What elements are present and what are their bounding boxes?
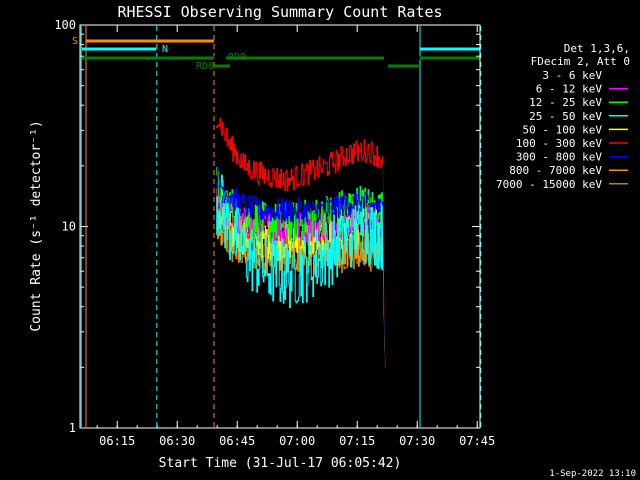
- series-25-50-kev-line: [216, 175, 386, 368]
- flag-label-n: N: [162, 44, 168, 55]
- legend-entry-label: 12 - 25 keV: [529, 96, 602, 109]
- x-tick-label: 07:00: [279, 434, 315, 448]
- y-tick-label: 1: [69, 421, 76, 435]
- legend-entry-label: 50 - 100 keV: [523, 123, 603, 136]
- plot-frame: [79, 24, 481, 429]
- footer-timestamp: 1-Sep-2022 13:10: [549, 469, 636, 479]
- legend-header: FDecim 2, Att 0: [531, 55, 630, 68]
- chart-title: RHESSI Observing Summary Count Rates: [117, 3, 442, 21]
- series-300-800-kev-line: [216, 167, 386, 368]
- y-axis-label: Count Rate (s⁻¹ detector⁻¹): [29, 120, 44, 331]
- legend-entry-label: 25 - 50 keV: [529, 110, 602, 123]
- legend-entry-label: 7000 - 15000 keV: [496, 178, 602, 191]
- legend-entry-label: 300 - 800 keV: [516, 151, 602, 164]
- flag-label-rd0: RD0: [228, 52, 246, 63]
- x-tick-label: 06:30: [159, 434, 195, 448]
- legend-entry-label: 800 - 7000 keV: [509, 164, 602, 177]
- y-tick-label: 10: [62, 220, 76, 234]
- x-axis-label: Start Time (31-Jul-17 06:05:42): [159, 456, 402, 471]
- legend-entry-label: 3 - 6 keV: [542, 69, 602, 82]
- x-tick-label: 07:45: [459, 434, 495, 448]
- x-tick-label: 06:15: [99, 434, 135, 448]
- legend-header: Det 1,3,6,: [564, 42, 630, 55]
- y-tick-label: 100: [54, 18, 76, 32]
- flag-label-rd6: RD6: [196, 61, 214, 72]
- legend-entry-label: 6 - 12 keV: [536, 83, 603, 96]
- x-tick-label: 07:30: [399, 434, 435, 448]
- x-tick-label: 06:45: [219, 434, 255, 448]
- flag-label-s: S: [72, 36, 78, 47]
- series-100-300-kev-line: [216, 117, 386, 368]
- x-tick-label: 07:15: [339, 434, 375, 448]
- series-3-6-kev-line: [216, 78, 386, 368]
- legend-entry-label: 100 - 300 keV: [516, 137, 602, 150]
